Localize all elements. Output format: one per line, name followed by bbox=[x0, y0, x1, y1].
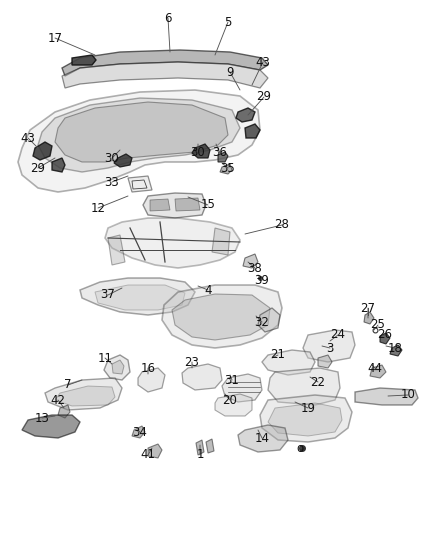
Polygon shape bbox=[206, 439, 214, 453]
Text: 20: 20 bbox=[223, 393, 237, 407]
Polygon shape bbox=[132, 426, 145, 438]
Polygon shape bbox=[192, 144, 210, 158]
Polygon shape bbox=[22, 415, 80, 438]
Text: 18: 18 bbox=[388, 342, 403, 354]
Text: 32: 32 bbox=[254, 316, 269, 328]
Polygon shape bbox=[148, 444, 162, 458]
Text: 17: 17 bbox=[47, 31, 63, 44]
Text: 3: 3 bbox=[326, 342, 334, 354]
Polygon shape bbox=[355, 388, 418, 405]
Polygon shape bbox=[45, 378, 122, 410]
Polygon shape bbox=[105, 218, 240, 268]
Polygon shape bbox=[268, 368, 340, 405]
Text: 19: 19 bbox=[300, 401, 315, 415]
Text: 34: 34 bbox=[133, 425, 148, 439]
Text: 13: 13 bbox=[35, 411, 49, 424]
Polygon shape bbox=[196, 440, 204, 455]
Text: 21: 21 bbox=[271, 349, 286, 361]
Text: 23: 23 bbox=[184, 356, 199, 368]
Text: 6: 6 bbox=[164, 12, 172, 25]
Polygon shape bbox=[262, 350, 315, 375]
Text: 36: 36 bbox=[212, 147, 227, 159]
Polygon shape bbox=[55, 386, 115, 406]
Polygon shape bbox=[95, 285, 185, 310]
Polygon shape bbox=[33, 142, 52, 160]
Text: 38: 38 bbox=[247, 262, 262, 274]
Polygon shape bbox=[215, 394, 252, 416]
Text: 7: 7 bbox=[64, 378, 72, 392]
Polygon shape bbox=[104, 355, 130, 380]
Polygon shape bbox=[390, 345, 402, 356]
Text: 14: 14 bbox=[254, 432, 269, 445]
Text: 9: 9 bbox=[226, 66, 234, 78]
Polygon shape bbox=[62, 50, 268, 76]
Polygon shape bbox=[303, 330, 355, 362]
Text: o: o bbox=[297, 441, 304, 455]
Polygon shape bbox=[138, 368, 165, 392]
Polygon shape bbox=[80, 278, 195, 315]
Text: 27: 27 bbox=[360, 302, 375, 314]
Polygon shape bbox=[258, 308, 280, 332]
Text: 39: 39 bbox=[254, 273, 269, 287]
Polygon shape bbox=[72, 55, 96, 65]
Polygon shape bbox=[162, 285, 282, 348]
Text: 15: 15 bbox=[201, 198, 215, 212]
Text: 41: 41 bbox=[141, 448, 155, 462]
Polygon shape bbox=[58, 405, 70, 418]
Text: 12: 12 bbox=[91, 201, 106, 214]
Polygon shape bbox=[243, 254, 258, 268]
Polygon shape bbox=[172, 294, 270, 340]
Polygon shape bbox=[236, 108, 255, 122]
Text: 44: 44 bbox=[367, 361, 382, 375]
Polygon shape bbox=[222, 374, 262, 402]
Text: 26: 26 bbox=[378, 328, 392, 342]
Text: 25: 25 bbox=[371, 319, 385, 332]
Text: 11: 11 bbox=[98, 351, 113, 365]
Polygon shape bbox=[364, 312, 374, 324]
Polygon shape bbox=[218, 152, 228, 162]
Polygon shape bbox=[55, 102, 228, 162]
Polygon shape bbox=[175, 198, 200, 211]
Text: 33: 33 bbox=[105, 175, 120, 189]
Text: 5: 5 bbox=[224, 15, 232, 28]
Polygon shape bbox=[114, 154, 132, 167]
Polygon shape bbox=[143, 193, 206, 218]
Text: 35: 35 bbox=[221, 161, 235, 174]
Polygon shape bbox=[150, 199, 170, 211]
Text: 37: 37 bbox=[101, 288, 116, 302]
Text: 24: 24 bbox=[331, 328, 346, 342]
Polygon shape bbox=[238, 425, 288, 452]
Polygon shape bbox=[212, 228, 230, 255]
Polygon shape bbox=[380, 333, 390, 344]
Polygon shape bbox=[182, 364, 222, 390]
Polygon shape bbox=[52, 158, 65, 172]
Polygon shape bbox=[62, 62, 268, 88]
Text: 30: 30 bbox=[191, 147, 205, 159]
Polygon shape bbox=[318, 355, 332, 368]
Text: 10: 10 bbox=[401, 389, 415, 401]
Polygon shape bbox=[370, 365, 386, 378]
Polygon shape bbox=[245, 124, 260, 138]
Text: 29: 29 bbox=[257, 91, 272, 103]
Polygon shape bbox=[220, 164, 232, 174]
Text: 28: 28 bbox=[275, 219, 290, 231]
Text: 30: 30 bbox=[105, 151, 120, 165]
Text: 22: 22 bbox=[311, 376, 325, 389]
Text: 31: 31 bbox=[225, 374, 240, 386]
Text: 16: 16 bbox=[141, 361, 155, 375]
Polygon shape bbox=[268, 403, 342, 436]
Text: 1: 1 bbox=[196, 448, 204, 462]
Polygon shape bbox=[128, 176, 152, 192]
Polygon shape bbox=[260, 395, 352, 442]
Polygon shape bbox=[112, 360, 124, 374]
Polygon shape bbox=[108, 235, 125, 265]
Text: 4: 4 bbox=[204, 284, 212, 296]
Text: 43: 43 bbox=[21, 132, 35, 144]
Polygon shape bbox=[38, 98, 240, 172]
Text: 42: 42 bbox=[50, 393, 66, 407]
Text: 29: 29 bbox=[31, 161, 46, 174]
Text: 43: 43 bbox=[255, 55, 270, 69]
Polygon shape bbox=[18, 90, 260, 192]
